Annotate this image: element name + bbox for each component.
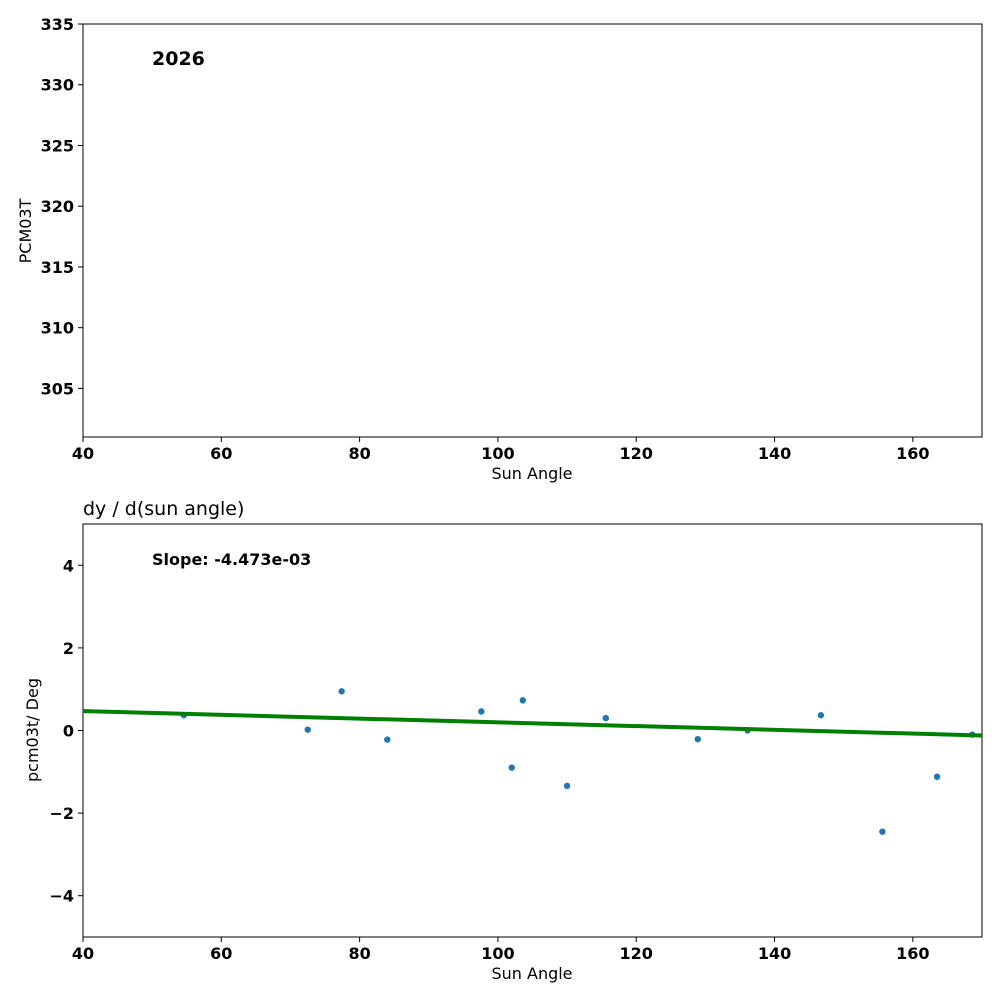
- top-y-tick-label: 310: [41, 319, 74, 338]
- bottom-y-tick-label: 0: [63, 722, 74, 741]
- bottom-x-tick-label: 80: [348, 944, 370, 963]
- bottom-x-tick-label: 140: [758, 944, 791, 963]
- top-y-tick-label: 330: [41, 76, 74, 95]
- data-point: [304, 726, 311, 733]
- bottom-x-tick-label: 160: [896, 944, 929, 963]
- fit-line: [82, 709, 983, 738]
- bottom-y-tick-label: 4: [63, 556, 74, 575]
- top-x-tick-label: 100: [481, 444, 514, 463]
- top-y-axis-label: PCM03T: [16, 198, 35, 263]
- top-plot-frame: [82, 23, 983, 438]
- top-y-tick-label: 325: [41, 136, 74, 155]
- top-x-ticks: 40 60 80 100 120 140 160: [72, 437, 930, 463]
- data-point: [338, 688, 345, 695]
- top-x-tick-label: 40: [72, 444, 94, 463]
- bottom-y-tick-label: −4: [49, 887, 74, 906]
- top-x-tick-label: 120: [620, 444, 653, 463]
- top-x-tick-label: 160: [896, 444, 929, 463]
- data-point: [694, 735, 701, 743]
- data-point: [933, 773, 941, 780]
- top-year-annotation: 2026: [152, 48, 205, 70]
- data-point: [508, 764, 515, 771]
- bottom-x-tick-label: 120: [620, 944, 653, 963]
- bottom-x-tick-label: 40: [72, 944, 94, 963]
- top-x-tick-label: 80: [348, 444, 370, 463]
- bottom-y-ticks: −4 −2 0 2 4: [49, 556, 83, 906]
- data-point: [384, 736, 391, 743]
- bottom-y-tick-label: 2: [63, 639, 74, 658]
- top-plot-panel: 40 60 80 100 120 140 160 305 310 315 320 325 330 335…: [16, 15, 983, 483]
- slope-annotation: Slope: -4.473e-03: [152, 550, 311, 569]
- top-x-tick-label: 60: [210, 444, 232, 463]
- bottom-x-ticks: 40 60 80 100 120 140 160: [72, 937, 930, 963]
- data-point: [519, 697, 527, 704]
- bottom-y-tick-label: −2: [49, 804, 74, 823]
- data-point: [879, 828, 886, 835]
- bottom-x-axis-label: Sun Angle: [491, 964, 572, 983]
- bottom-y-axis-label: pcm03t/ Deg: [23, 678, 42, 782]
- bottom-plot-title: dy / d(sun angle): [83, 498, 244, 520]
- bottom-plot-panel: dy / d(sun angle) 40 60 80 100 120 140 160 −4−…: [23, 498, 983, 983]
- top-y-tick-label: 335: [41, 15, 74, 34]
- data-point: [563, 782, 571, 790]
- bottom-x-tick-label: 60: [210, 944, 232, 963]
- top-x-tick-label: 140: [758, 444, 791, 463]
- top-y-ticks: 305 310 315 320 325 330 335: [41, 15, 83, 398]
- top-x-axis-label: Sun Angle: [491, 464, 572, 483]
- data-point: [817, 712, 825, 719]
- bottom-data-points: [180, 688, 976, 835]
- data-point: [478, 708, 485, 715]
- data-point: [602, 714, 610, 722]
- top-y-tick-label: 315: [41, 258, 74, 277]
- top-y-tick-label: 320: [41, 197, 74, 216]
- bottom-x-tick-label: 100: [481, 944, 514, 963]
- top-y-tick-label: 305: [41, 379, 74, 398]
